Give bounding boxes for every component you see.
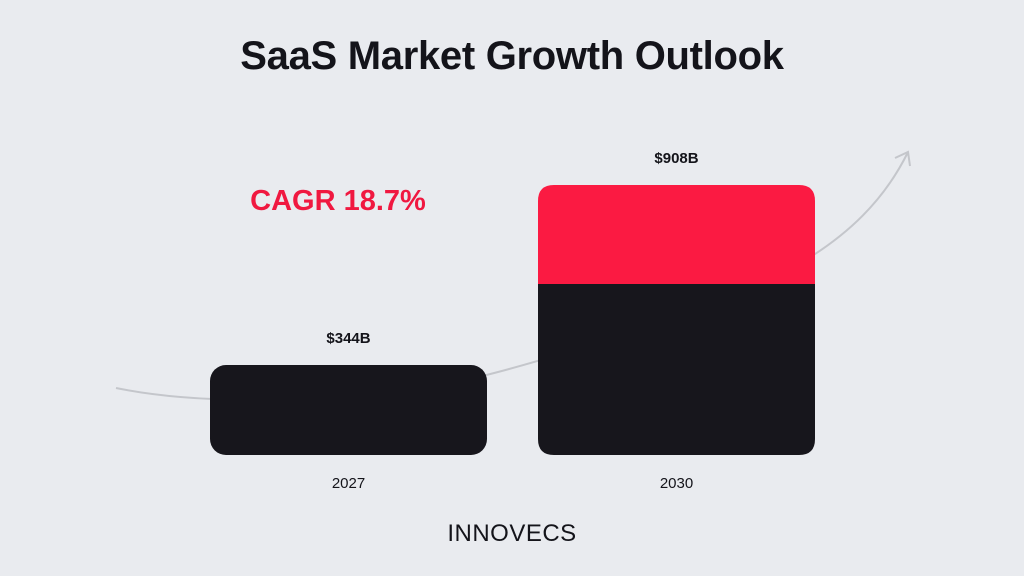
trend-arrow-head [894, 150, 911, 167]
bar-2030-base-segment [538, 284, 815, 455]
bar-2030-growth-segment [538, 185, 815, 284]
brand-logo: INNOVECS [447, 520, 577, 547]
bar-2027 [210, 365, 487, 455]
data-label-2030: $908B [654, 150, 698, 167]
chart-title: SaaS Market Growth Outlook [240, 34, 784, 78]
x-tick-label-2027: 2027 [332, 475, 365, 492]
x-tick-label-2030: 2030 [660, 475, 693, 492]
cagr-annotation: CAGR 18.7% [250, 185, 426, 217]
data-label-2027: $344B [326, 330, 370, 347]
